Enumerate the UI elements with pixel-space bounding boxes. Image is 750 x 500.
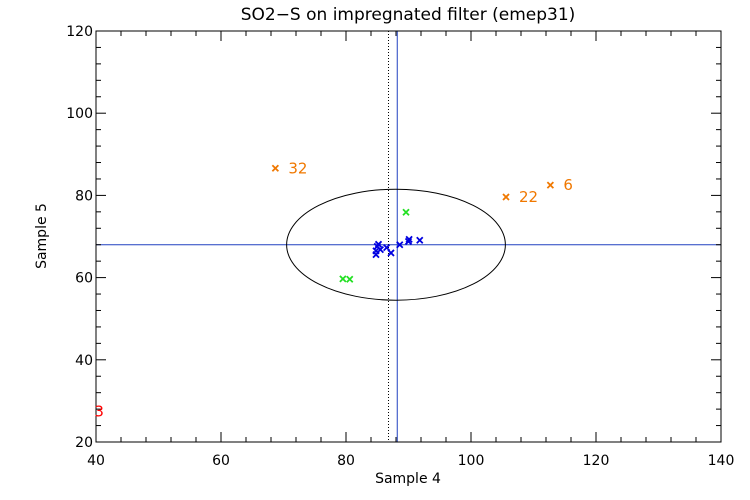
data-point [402,208,410,216]
point-label: 32 [288,159,307,177]
data-point-stroke [346,275,354,283]
data-point-stroke [502,193,510,201]
y-tick-label: 60 [75,271,93,287]
data-point [396,241,404,249]
x-axis-label: Sample 4 [375,471,441,487]
data-point [387,249,395,257]
x-tick-label: 40 [87,453,105,469]
data-point-stroke [271,164,280,172]
x-tick-label: 120 [583,453,610,469]
y-tick-label: 100 [66,106,93,122]
data-point-stroke [416,236,424,244]
x-tick-label: 140 [708,453,735,469]
data-point-stroke [374,240,383,248]
y-tick-label: 80 [75,188,93,204]
axis-tick-labels: 40 60 80 100 120 140 20 40 60 80 100 120 [66,24,734,469]
data-point-stroke [339,275,347,283]
data-point-stroke [546,181,555,189]
data-point-stroke [372,247,380,255]
data-point [374,240,383,248]
data-point-stroke [382,243,391,252]
data-point [339,275,347,283]
axis-ticks [95,30,722,443]
data-point-stroke [376,246,385,254]
data-point [271,164,280,172]
plot-frame [95,30,722,443]
y-tick-label: 40 [75,353,93,369]
data-points: 32 22 6 3 [94,159,573,420]
y-tick-label: 120 [66,24,93,40]
data-point-stroke [387,249,395,257]
data-point-stroke [402,208,410,216]
reference-ellipse [286,188,506,301]
x-tick-label: 100 [458,453,485,469]
data-point [546,181,555,189]
y-tick-label: 20 [75,435,93,451]
data-point-stroke [396,241,404,249]
x-tick-label: 80 [337,453,355,469]
data-point [376,246,385,254]
x-tick-label: 60 [212,453,230,469]
chart-title: SO2−S on impregnated filter (emep31) [241,5,576,25]
point-label: 3 [94,402,104,420]
data-point [346,275,354,283]
data-point [416,236,424,244]
data-point [502,193,510,201]
data-point [405,235,413,244]
plot-area [96,31,721,442]
y-axis-label: Sample 5 [34,203,50,269]
data-point [404,237,413,246]
point-label: 6 [563,176,573,194]
data-point-stroke [404,237,413,246]
point-label: 22 [519,188,538,206]
data-point-stroke [405,235,413,244]
